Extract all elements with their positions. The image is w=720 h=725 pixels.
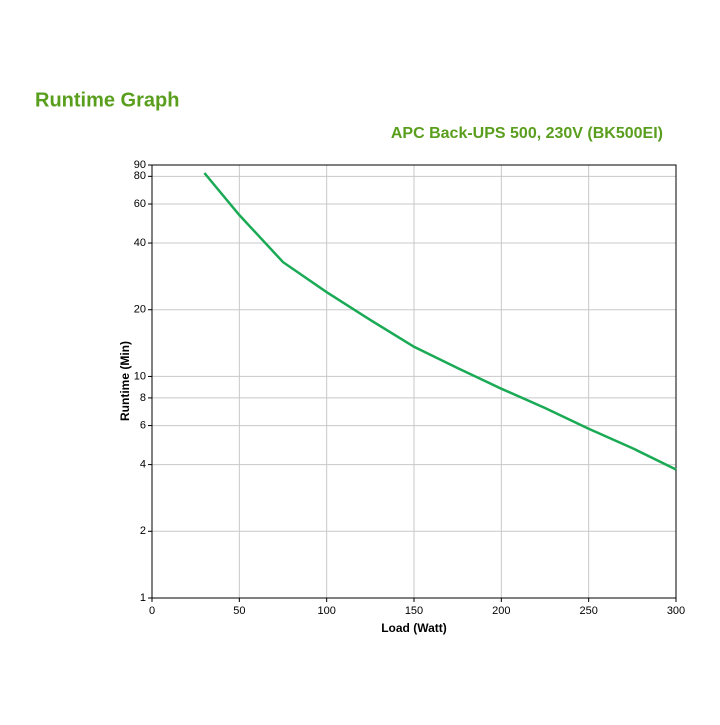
y-tick-label: 60 [134, 198, 146, 210]
y-axis-label: Runtime (Min) [118, 341, 132, 421]
y-tick-label: 2 [140, 525, 146, 537]
x-axis-label: Load (Watt) [381, 621, 447, 635]
chart-title: Runtime Graph [35, 89, 179, 111]
x-tick-label: 300 [667, 605, 685, 617]
x-tick-label: 100 [317, 605, 335, 617]
y-tick-label: 80 [134, 170, 146, 182]
y-tick-label: 8 [140, 392, 146, 404]
y-tick-label: 40 [134, 237, 146, 249]
y-tick-label: 1 [140, 592, 146, 604]
runtime-line [203, 172, 677, 471]
y-tick-label: 90 [134, 159, 146, 171]
y-tick-label: 20 [134, 304, 146, 316]
y-tick-label: 6 [140, 419, 146, 431]
chart-subtitle: APC Back-UPS 500, 230V (BK500EI) [391, 125, 663, 142]
y-tick-label: 10 [134, 370, 146, 382]
x-tick-label: 150 [405, 605, 423, 617]
y-tick-label: 4 [140, 459, 146, 471]
plot-frame [151, 164, 677, 599]
x-tick-label: 50 [233, 605, 245, 617]
x-tick-label: 250 [579, 605, 597, 617]
x-tick-label: 0 [149, 605, 155, 617]
x-tick-label: 200 [492, 605, 510, 617]
